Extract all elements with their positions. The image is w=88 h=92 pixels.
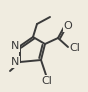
Text: N: N [11, 41, 19, 51]
Text: Cl: Cl [42, 76, 52, 86]
Text: N: N [11, 57, 19, 67]
Text: Cl: Cl [70, 43, 80, 53]
Text: O: O [64, 21, 72, 31]
